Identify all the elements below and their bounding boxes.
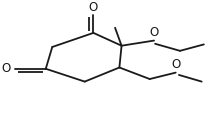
Text: O: O (89, 1, 98, 14)
Text: O: O (149, 26, 159, 39)
Text: O: O (171, 58, 180, 71)
Text: O: O (2, 62, 11, 75)
